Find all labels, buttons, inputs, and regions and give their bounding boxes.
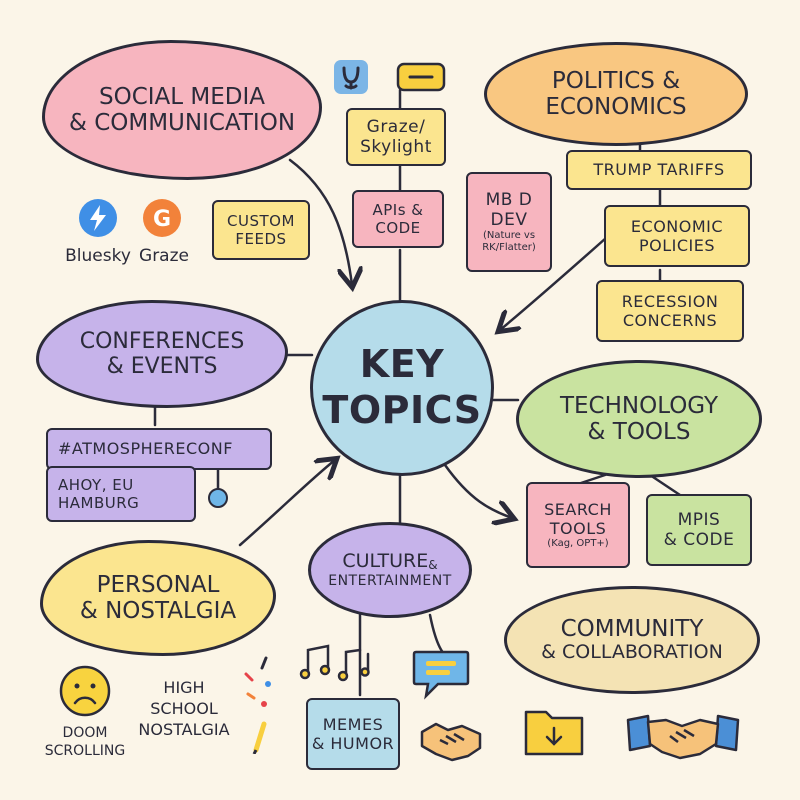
folder-download-icon bbox=[522, 700, 586, 758]
graze-skylight-line2: Skylight bbox=[360, 137, 432, 157]
message-icon bbox=[396, 62, 446, 92]
search-line1: SEARCH bbox=[544, 499, 612, 519]
recession-concerns-box: RECESSION CONCERNS bbox=[596, 280, 744, 342]
doom-line2: SCROLLING bbox=[44, 743, 126, 760]
hs-line2: SCHOOL bbox=[150, 698, 218, 718]
hamburg-box: AHOY, EU HAMBURG bbox=[46, 466, 196, 522]
community-line1: COMMUNITY bbox=[560, 615, 704, 642]
mpis-line1: MPIS bbox=[677, 509, 721, 530]
butterfly-icon bbox=[332, 58, 370, 96]
social-media-cloud: SOCIAL MEDIA & COMMUNICATION bbox=[42, 40, 322, 180]
social-title-line1: SOCIAL MEDIA bbox=[98, 83, 265, 110]
econ-line1: ECONOMIC bbox=[630, 216, 724, 236]
social-title-line2: & COMMUNICATION bbox=[68, 110, 296, 136]
graze-label: Graze bbox=[139, 246, 189, 266]
link-tech-sub2 bbox=[648, 473, 682, 497]
culture-line1: CULTURE bbox=[342, 549, 429, 572]
link-politics bbox=[500, 228, 617, 330]
conferences-line1: CONFERENCES bbox=[79, 328, 245, 354]
conferences-line2: & EVENTS bbox=[106, 354, 218, 379]
rec-line2: CONCERNS bbox=[622, 311, 718, 330]
bluesky-label: Bluesky bbox=[65, 246, 131, 266]
technology-tools-ellipse: TECHNOLOGY & TOOLS bbox=[516, 360, 762, 478]
culture-entertainment-ellipse: CULTURE & ENTERTAINMENT bbox=[308, 522, 472, 618]
graze-skylight-line1: Graze/ bbox=[366, 116, 426, 137]
culture-line2: ENTERTAINMENT bbox=[328, 572, 452, 589]
location-dot-icon bbox=[206, 486, 230, 510]
apis-code-line2: CODE bbox=[375, 219, 421, 237]
tariffs-label: TRUMP TARIFFS bbox=[593, 160, 725, 180]
mpis-line2: & CODE bbox=[663, 530, 735, 550]
culture-title-row: CULTURE & bbox=[342, 549, 438, 573]
place-line2: HAMBURG bbox=[58, 494, 140, 512]
mbd-line2: DEV bbox=[490, 210, 528, 230]
doom-line1: DOOM bbox=[62, 725, 108, 741]
music-notes-icon bbox=[298, 640, 378, 684]
politics-line2: ECONOMICS bbox=[545, 94, 687, 120]
hs-line1: HIGH bbox=[163, 678, 205, 697]
atmosphereconf-tag: #ATMOSPHERECONF bbox=[58, 439, 233, 459]
link-personal bbox=[238, 460, 335, 547]
graze-skylight-box: Graze/ Skylight bbox=[346, 108, 446, 166]
handshake-icon bbox=[418, 714, 484, 766]
community-collaboration-ellipse: COMMUNITY & COLLABORATION bbox=[504, 586, 760, 694]
memes-line1: MEMES bbox=[322, 714, 384, 734]
graze-icon: G bbox=[140, 196, 184, 240]
sad-face-icon bbox=[58, 664, 112, 718]
conferences-events-cloud: CONFERENCES & EVENTS bbox=[36, 300, 288, 408]
search-line2: TOOLS bbox=[549, 519, 607, 538]
center-line1: KEY bbox=[359, 342, 445, 387]
confetti-icon bbox=[238, 654, 278, 755]
community-line2: & COLLABORATION bbox=[541, 641, 723, 664]
memes-line2: & HUMOR bbox=[311, 734, 395, 753]
memes-humor-box: MEMES & HUMOR bbox=[306, 698, 400, 770]
politics-economics-ellipse: POLITICS & ECONOMICS bbox=[484, 42, 748, 146]
mbd-dev-box: MB D DEV (Nature vs RK/Flatter) bbox=[466, 172, 552, 272]
atmosphereconf-box: #ATMOSPHERECONF bbox=[46, 428, 272, 470]
mpis-code-box: MPIS & CODE bbox=[646, 494, 752, 566]
center-line2: TOPICS bbox=[322, 388, 482, 432]
hs-line3: NOSTALGIA bbox=[138, 719, 230, 739]
economic-policies-box: ECONOMIC POLICIES bbox=[604, 205, 750, 267]
mbd-line3: (Nature vs bbox=[482, 230, 536, 242]
custom-feeds-line2: FEEDS bbox=[235, 230, 287, 248]
business-handshake-icon bbox=[626, 706, 740, 766]
culture-amp: & bbox=[428, 558, 438, 573]
link-search bbox=[443, 463, 512, 518]
custom-feeds-box: CUSTOM FEEDS bbox=[212, 200, 310, 260]
mbd-line1: MB D bbox=[485, 189, 533, 210]
chat-bubble-icon bbox=[410, 648, 472, 700]
graze-icon-letter: G bbox=[153, 207, 171, 232]
personal-nostalgia-cloud: PERSONAL & NOSTALGIA bbox=[40, 540, 276, 656]
personal-line2: & NOSTALGIA bbox=[79, 598, 237, 624]
high-school-nostalgia-label: HIGH SCHOOL NOSTALGIA bbox=[122, 678, 246, 740]
technology-line1: TECHNOLOGY bbox=[559, 392, 719, 419]
politics-line1: POLITICS & bbox=[551, 67, 681, 94]
rec-line1: RECESSION bbox=[621, 291, 719, 311]
doom-scrolling-label: DOOM SCROLLING bbox=[30, 724, 140, 760]
bluesky-icon bbox=[76, 196, 120, 240]
search-tools-box: SEARCH TOOLS (Kag, OPT+) bbox=[526, 482, 630, 568]
key-topics-center: KEY TOPICS bbox=[310, 300, 494, 476]
custom-feeds-line1: CUSTOM bbox=[227, 212, 295, 230]
link-social bbox=[288, 158, 352, 285]
apis-code-box: APIs & CODE bbox=[352, 190, 444, 248]
mbd-line4: RK/Flatter) bbox=[482, 242, 536, 254]
apis-code-line1: APIs & bbox=[372, 201, 424, 219]
search-line3: (Kag, OPT+) bbox=[547, 538, 609, 550]
econ-line2: POLICIES bbox=[638, 236, 716, 255]
personal-line1: PERSONAL bbox=[96, 571, 220, 598]
place-line1: AHOY, EU bbox=[58, 476, 134, 494]
technology-line2: & TOOLS bbox=[587, 419, 691, 445]
trump-tariffs-box: TRUMP TARIFFS bbox=[566, 150, 752, 190]
